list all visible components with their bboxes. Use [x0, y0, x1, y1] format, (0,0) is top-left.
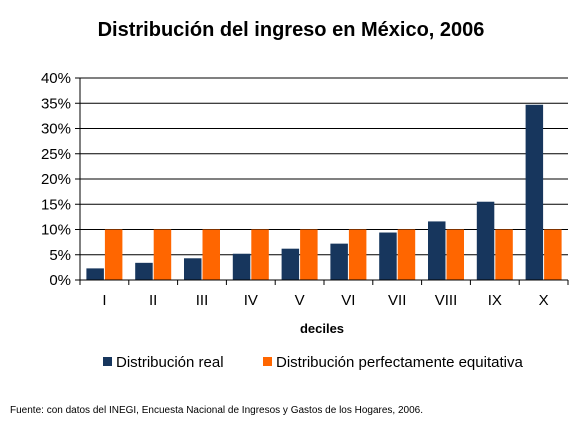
chart-title: Distribución del ingreso en México, 2006	[98, 19, 485, 41]
bar-equitativa-III	[202, 229, 220, 280]
bar-real-II	[135, 262, 153, 280]
bar-equitativa-I	[104, 229, 123, 280]
bar-real-III	[184, 258, 202, 280]
y-axis-ticks: 0% 5% 10% 15% 20% 25% 30% 35% 40%	[41, 70, 80, 289]
y-tick-label: 30%	[41, 121, 71, 138]
y-tick-label: 15%	[41, 196, 71, 213]
y-tick-label: 10%	[41, 222, 71, 239]
y-tick-label: 35%	[41, 95, 71, 112]
y-tick-label: 0%	[49, 272, 71, 289]
y-tick-label: 20%	[41, 171, 71, 188]
y-tick-label: 5%	[49, 247, 71, 264]
x-tick-label: IX	[488, 292, 502, 309]
x-axis-ticks: I II III IV V VI VII VIII IX X	[79, 280, 569, 309]
bar-equitativa-X	[544, 229, 562, 280]
bar-equitativa-IX	[495, 229, 513, 280]
bar-real-VIII	[428, 221, 446, 280]
x-axis-label: deciles	[300, 321, 344, 336]
legend: Distribución real Distribución perfectame…	[103, 354, 523, 371]
bar-real-V	[281, 248, 300, 280]
bars	[86, 104, 562, 280]
bar-real-VII	[379, 232, 397, 280]
x-tick-label: II	[149, 292, 157, 309]
bar-equitativa-IV	[251, 229, 269, 280]
bar-equitativa-VIII	[446, 229, 464, 280]
source-footnote: Fuente: con datos del INEGI, Encuesta Na…	[10, 405, 423, 416]
legend-entry: Distribución perfectamente equitativa	[276, 354, 523, 371]
x-tick-label: IV	[244, 292, 258, 309]
bar-real-X	[525, 104, 544, 280]
y-tick-label: 40%	[41, 70, 71, 87]
x-tick-label: VIII	[435, 292, 458, 309]
legend-swatch	[103, 357, 112, 366]
x-tick-label: VI	[341, 292, 355, 309]
gridlines	[80, 77, 568, 256]
x-tick-label: VII	[388, 292, 406, 309]
x-tick-label: I	[102, 292, 106, 309]
legend-entry: Distribución real	[116, 354, 224, 371]
bar-equitativa-V	[300, 229, 318, 280]
bar-real-VI	[330, 243, 348, 280]
bar-real-IX	[476, 201, 495, 280]
bar-equitativa-VI	[348, 229, 367, 280]
bar-real-I	[86, 268, 104, 280]
x-tick-label: III	[196, 292, 209, 309]
y-tick-label: 25%	[41, 146, 71, 163]
bar-real-IV	[232, 253, 251, 280]
bar-equitativa-II	[153, 229, 172, 280]
bar-equitativa-VII	[397, 229, 416, 280]
legend-swatch	[263, 357, 272, 366]
x-tick-label: X	[539, 292, 549, 309]
x-tick-label: V	[295, 292, 305, 309]
